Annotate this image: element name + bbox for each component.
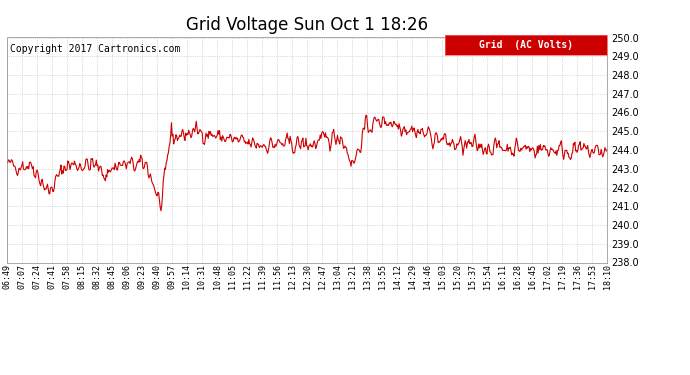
Title: Grid Voltage Sun Oct 1 18:26: Grid Voltage Sun Oct 1 18:26: [186, 16, 428, 34]
Text: Copyright 2017 Cartronics.com: Copyright 2017 Cartronics.com: [10, 44, 180, 54]
